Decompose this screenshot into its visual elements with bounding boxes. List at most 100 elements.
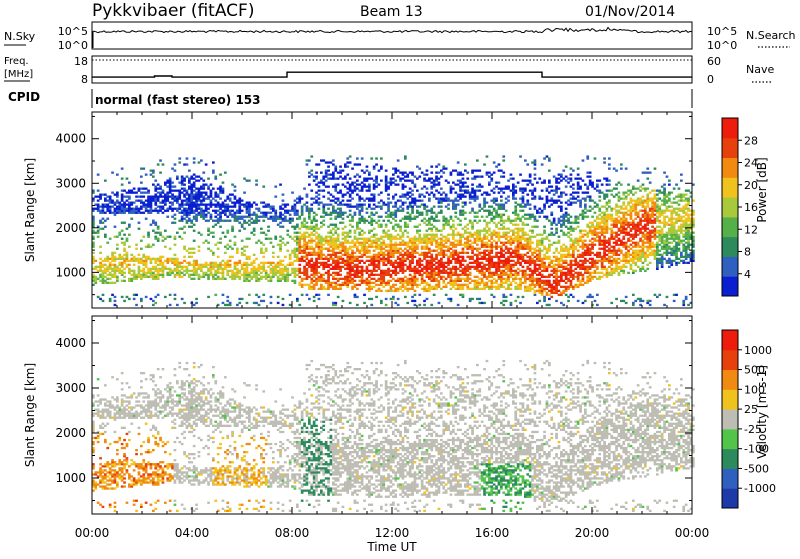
power-cell [121, 168, 124, 170]
power-cell [414, 274, 417, 276]
power-cell [490, 234, 493, 236]
power-cell [140, 202, 143, 204]
power-cell [126, 204, 129, 206]
power-cell [106, 260, 109, 262]
power-cell [250, 272, 253, 274]
power-cell [258, 274, 261, 276]
power-cell [387, 244, 390, 246]
power-cell [502, 188, 505, 190]
power-cell [397, 278, 400, 280]
power-cell [166, 180, 169, 182]
power-cell [354, 163, 357, 165]
power-cell [289, 264, 292, 266]
power-cell [435, 262, 438, 264]
power-cell [286, 220, 289, 222]
power-cell [438, 178, 441, 180]
power-cell [452, 280, 455, 282]
power-cell [394, 202, 397, 204]
power-cell [498, 188, 501, 190]
noise-sky-trace [92, 28, 692, 49]
power-cell [344, 282, 347, 284]
power-cell [526, 202, 529, 204]
power-cell [387, 246, 390, 248]
power-cell [498, 246, 501, 248]
power-cell [464, 232, 467, 234]
power-cell [174, 214, 177, 216]
power-cell [423, 196, 426, 198]
power-cell [382, 274, 385, 276]
power-cell [246, 274, 249, 276]
power-cell [373, 262, 376, 264]
power-cell [320, 254, 323, 256]
power-cell [306, 244, 309, 246]
power-cell [490, 178, 493, 180]
power-cell [214, 272, 217, 274]
power-cell [541, 276, 544, 278]
power-cell [416, 178, 419, 180]
power-cell [404, 252, 407, 254]
power-cell [531, 230, 534, 232]
power-cell [104, 272, 107, 274]
power-cell [294, 276, 297, 278]
power-cell [414, 282, 417, 284]
power-cell [274, 236, 277, 238]
power-cell [452, 246, 455, 248]
power-cell [526, 234, 529, 236]
power-cell [507, 216, 510, 218]
power-cell [195, 302, 198, 304]
noise-left-tick-bottom: 10^0 [58, 39, 88, 52]
power-cell [411, 276, 414, 278]
power-cell [303, 248, 306, 250]
power-cell [459, 240, 462, 242]
power-cell [498, 222, 501, 224]
power-cell [390, 184, 393, 186]
power-cell [430, 218, 433, 220]
power-cell [541, 244, 544, 246]
power-cell [188, 202, 191, 204]
power-cell [306, 264, 309, 266]
power-cell [351, 184, 354, 186]
power-cell [385, 170, 388, 172]
power-cell [421, 260, 424, 262]
power-cell [471, 226, 474, 228]
power-cell [346, 266, 349, 268]
power-cell [454, 204, 457, 206]
power-cell [524, 218, 527, 220]
power-cell [483, 244, 486, 246]
power-cell [538, 260, 541, 262]
power-cell [464, 196, 467, 198]
power-cell [361, 182, 364, 184]
power-cell [392, 238, 395, 240]
power-cell [162, 200, 165, 202]
power-cell [142, 264, 145, 266]
power-cell [166, 268, 169, 270]
power-cell [390, 274, 393, 276]
power-cell [363, 282, 366, 284]
power-cell [358, 266, 361, 268]
power-cell [217, 256, 220, 258]
power-cell [106, 218, 109, 220]
power-cell [490, 262, 493, 264]
power-cell [231, 184, 234, 186]
power-cell [147, 268, 150, 270]
power-cell [190, 204, 193, 206]
power-cell [397, 250, 400, 252]
power-cell [236, 212, 239, 214]
power-cell [543, 288, 546, 290]
power-cell [303, 240, 306, 242]
power-cell [351, 206, 354, 208]
power-cell [442, 282, 445, 284]
power-cell [294, 260, 297, 262]
power-cell [313, 276, 316, 278]
power-cell [426, 234, 429, 236]
power-cell [154, 302, 157, 304]
power-cell [538, 196, 541, 198]
power-cell [519, 256, 522, 258]
power-cell [318, 250, 321, 252]
power-cell [121, 280, 124, 282]
power-cell [246, 222, 249, 224]
power-cell [428, 256, 431, 258]
power-cell [135, 248, 138, 250]
power-cell [236, 268, 239, 270]
power-cell [296, 250, 299, 252]
